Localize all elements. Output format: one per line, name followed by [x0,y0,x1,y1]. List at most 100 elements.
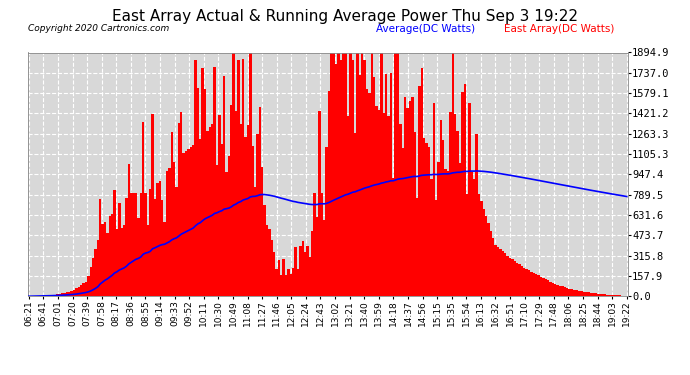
Bar [575,290,578,296]
Bar [252,146,254,296]
Bar [304,252,306,296]
Bar [449,112,452,296]
Bar [380,53,382,296]
Bar [266,225,268,296]
Bar [395,53,397,296]
Bar [487,224,490,296]
Bar [492,238,495,296]
Bar [342,53,344,296]
Bar [106,233,108,296]
Bar [118,202,121,296]
Bar [211,124,213,296]
Bar [92,258,95,296]
Bar [554,284,556,296]
Bar [182,153,185,296]
Bar [480,201,482,296]
Bar [66,292,68,296]
Bar [308,257,311,296]
Bar [452,53,454,296]
Bar [616,295,618,296]
Bar [144,193,147,296]
Bar [261,167,264,296]
Bar [177,123,180,296]
Bar [542,278,544,296]
Text: Average(DC Watts): Average(DC Watts) [376,24,475,34]
Bar [430,178,433,296]
Bar [349,53,352,296]
Bar [375,106,378,296]
Bar [206,130,208,296]
Bar [435,200,437,296]
Bar [330,53,333,296]
Bar [416,198,418,296]
Bar [456,131,459,296]
Bar [195,60,197,296]
Bar [82,284,85,296]
Bar [382,113,385,296]
Bar [359,75,361,296]
Bar [306,246,308,296]
Bar [433,102,435,296]
Bar [311,231,313,296]
Bar [521,266,523,296]
Bar [611,295,613,296]
Bar [277,260,280,296]
Bar [87,276,90,296]
Bar [99,199,101,296]
Bar [247,125,249,296]
Bar [509,258,511,296]
Bar [302,241,304,296]
Bar [471,172,473,296]
Bar [149,189,152,296]
Bar [406,108,408,296]
Bar [54,295,56,296]
Bar [454,114,456,296]
Bar [190,147,192,296]
Bar [216,165,218,296]
Bar [513,261,516,296]
Bar [538,275,540,296]
Bar [280,275,282,296]
Bar [318,111,321,296]
Bar [373,77,375,296]
Bar [564,287,566,296]
Bar [516,262,518,296]
Bar [52,295,54,296]
Bar [292,268,295,296]
Bar [290,274,292,296]
Bar [175,187,177,296]
Bar [295,247,297,296]
Bar [418,86,421,296]
Bar [264,206,266,296]
Bar [108,216,111,296]
Bar [354,133,356,296]
Bar [371,53,373,296]
Bar [400,124,402,296]
Bar [237,60,239,296]
Bar [113,190,116,296]
Bar [268,229,270,296]
Bar [321,193,323,296]
Bar [199,138,201,296]
Bar [511,259,513,296]
Bar [497,247,500,296]
Bar [339,60,342,296]
Bar [142,122,144,296]
Bar [223,76,226,296]
Bar [161,201,164,296]
Bar [213,67,216,296]
Bar [442,140,444,296]
Bar [540,277,542,296]
Bar [101,224,104,296]
Bar [97,240,99,296]
Bar [426,142,428,296]
Bar [390,73,392,296]
Bar [397,53,400,296]
Bar [523,268,526,296]
Bar [366,89,368,296]
Bar [313,193,316,296]
Bar [590,293,592,296]
Bar [333,53,335,296]
Bar [613,295,616,296]
Bar [316,217,318,296]
